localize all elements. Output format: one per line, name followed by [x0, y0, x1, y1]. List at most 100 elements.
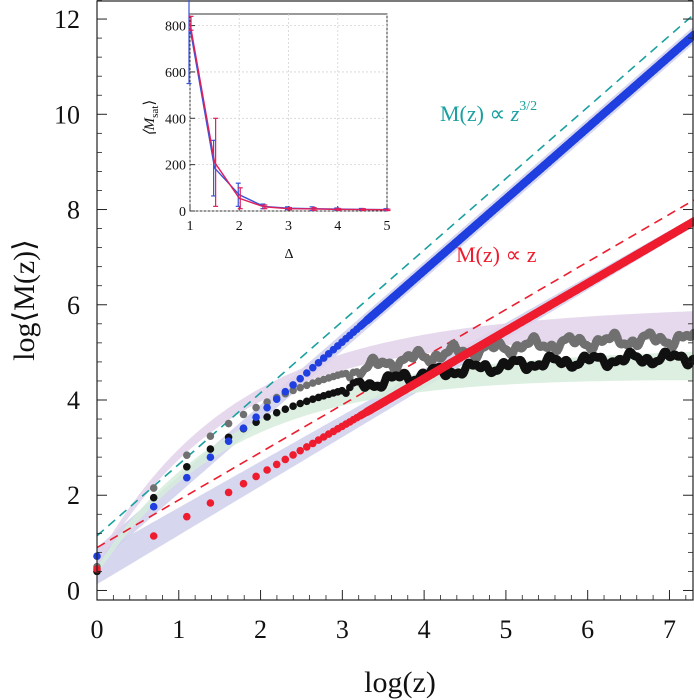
inset-x-tick-label: 5 — [384, 219, 391, 234]
x-tick-label: 0 — [91, 615, 104, 644]
inset-y-label-end: ⟩ — [142, 100, 158, 106]
blue-point — [314, 359, 323, 367]
black-point — [281, 405, 290, 414]
black-point — [149, 493, 158, 502]
gray-point — [252, 403, 260, 412]
black-point — [289, 402, 297, 411]
blue-point — [319, 354, 328, 362]
blue-point — [272, 395, 281, 404]
gray-point — [296, 383, 305, 392]
red-point — [239, 479, 248, 488]
reference-line-0 — [96, 13, 694, 537]
blue-point — [263, 403, 271, 412]
red-point — [303, 443, 311, 451]
inset-chart: 1 2 3 4 5 0 200 400 600 800 — [165, 0, 391, 234]
red-point — [224, 488, 233, 497]
red-point — [281, 455, 290, 464]
series-blue — [93, 30, 694, 560]
y-axis-title: log⟨M(z)⟩ — [8, 239, 41, 361]
blue-point — [239, 424, 248, 433]
gray-point — [149, 484, 158, 492]
blue-point — [303, 369, 311, 377]
red-point — [272, 460, 281, 469]
annotation-z32-main: M(z) ∝ — [440, 101, 511, 126]
inset-y-tick-label: 200 — [165, 159, 186, 174]
black-point — [303, 397, 311, 406]
y-tick-label: 10 — [54, 100, 80, 129]
inset-y-tick-label: 800 — [165, 20, 186, 35]
x-tick-label: 6 — [581, 615, 594, 644]
gray-point — [239, 410, 248, 419]
red-point — [296, 446, 305, 455]
inset-y-axis-title: ⟨Msat⟩ — [142, 100, 161, 136]
gray-point — [206, 432, 215, 441]
gray-point — [183, 451, 191, 460]
inset-x-tick-label: 3 — [285, 219, 292, 234]
inset-y-label-main: ⟨M — [142, 116, 158, 136]
band-green — [97, 351, 694, 575]
black-point — [272, 408, 281, 417]
axis-labels: log(z) log⟨M(z)⟩ M(z) ∝ z3/2 M(z) ∝ z Δ … — [8, 99, 537, 699]
inset-series-red — [188, 15, 391, 212]
y-tick-label: 12 — [54, 5, 80, 34]
x-tick-label: 7 — [663, 615, 676, 644]
blue-point — [183, 473, 191, 482]
blue-point — [252, 413, 260, 422]
y-tick-label: 4 — [67, 386, 80, 415]
x-tick-label: 4 — [418, 615, 431, 644]
y-tick-label: 0 — [67, 576, 80, 605]
red-point — [252, 472, 260, 481]
blue-point — [289, 381, 297, 389]
red-point — [206, 499, 215, 507]
blue-point — [149, 502, 158, 511]
series-black — [93, 347, 694, 576]
y-tick-label: 8 — [67, 196, 80, 225]
inset-x-axis-title: Δ — [284, 247, 293, 262]
blue-point — [206, 453, 215, 462]
inset-y-tick-label: 400 — [165, 112, 186, 127]
inset-x-tick-label: 1 — [187, 219, 194, 234]
annotation-z32-var: z — [510, 101, 520, 126]
black-point — [309, 395, 317, 404]
x-axis-title: log(z) — [364, 666, 436, 699]
annotation-z: M(z) ∝ z — [456, 242, 537, 267]
plot-frame — [96, 0, 694, 601]
red-point — [183, 512, 191, 521]
black-point — [206, 445, 215, 453]
red-point — [263, 466, 271, 474]
blue-point — [296, 374, 305, 383]
x-tick-label: 3 — [336, 615, 349, 644]
gray-point — [303, 381, 311, 390]
y-tick-label: 6 — [67, 291, 80, 320]
black-point — [342, 389, 350, 398]
series-points — [93, 30, 694, 576]
x-tick-label: 2 — [254, 615, 267, 644]
inset-y-tick-label: 0 — [179, 205, 186, 220]
black-point — [263, 413, 271, 421]
gray-point — [263, 398, 271, 406]
series-red — [93, 217, 694, 573]
inset-line-red — [189, 23, 388, 211]
y-tick-label: 2 — [67, 481, 80, 510]
black-point — [183, 463, 191, 471]
gray-point — [289, 386, 297, 395]
inset-y-label-sub: sat — [149, 106, 161, 118]
annotation-z32-exp: 3/2 — [519, 99, 537, 114]
inset-y-tick-label: 600 — [165, 66, 186, 81]
inset-x-tick-label: 2 — [236, 219, 243, 234]
annotation-z32: M(z) ∝ z3/2 — [440, 99, 537, 126]
gray-point — [224, 419, 233, 428]
blue-point — [309, 363, 317, 372]
blue-point — [281, 387, 290, 396]
blue-point — [224, 437, 233, 446]
x-tick-label: 5 — [499, 615, 512, 644]
gray-point — [346, 373, 354, 382]
x-tick-label: 1 — [172, 615, 185, 644]
red-point — [149, 532, 158, 540]
inset-x-tick-label: 4 — [334, 219, 341, 234]
red-point — [309, 439, 317, 448]
red-point — [289, 451, 297, 459]
black-point — [296, 399, 305, 408]
